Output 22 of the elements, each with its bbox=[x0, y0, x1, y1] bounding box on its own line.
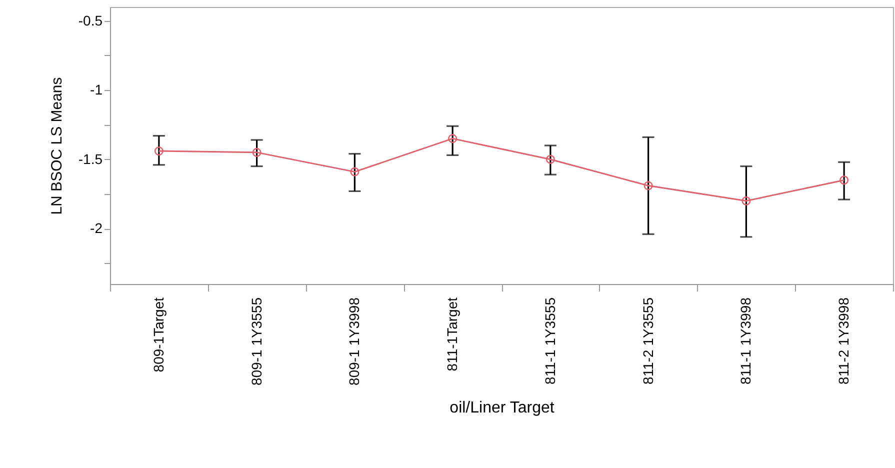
point bbox=[154, 146, 164, 156]
point bbox=[252, 148, 262, 157]
x-tick-label: 811-1Target bbox=[444, 297, 460, 372]
y-tick-label: -1.5 bbox=[78, 150, 103, 167]
x-tick-label: 811-1 1Y3998 bbox=[738, 297, 754, 384]
x-tick-label: 811-1 1Y3555 bbox=[542, 297, 558, 384]
y-tick-label: -2 bbox=[90, 220, 103, 236]
point bbox=[742, 196, 751, 206]
y-axis-title: LN BSOC LS Means bbox=[48, 77, 66, 215]
point bbox=[350, 167, 360, 176]
x-axis-title: oil/Liner Target bbox=[450, 399, 555, 416]
point bbox=[840, 176, 849, 185]
x-tick-label: 809-1Target bbox=[150, 297, 166, 372]
y-tick-label: -0.5 bbox=[78, 12, 103, 28]
point bbox=[546, 154, 555, 164]
point bbox=[644, 181, 653, 190]
x-tick-label: 811-2 1Y3998 bbox=[836, 297, 852, 384]
point bbox=[448, 134, 458, 144]
y-tick-label: -1 bbox=[90, 82, 103, 98]
x-tick-label: 811-2 1Y3555 bbox=[640, 297, 656, 384]
x-tick-label: 809-1 1Y3998 bbox=[346, 297, 362, 386]
x-tick-label: 809-1 1Y3555 bbox=[248, 297, 264, 386]
